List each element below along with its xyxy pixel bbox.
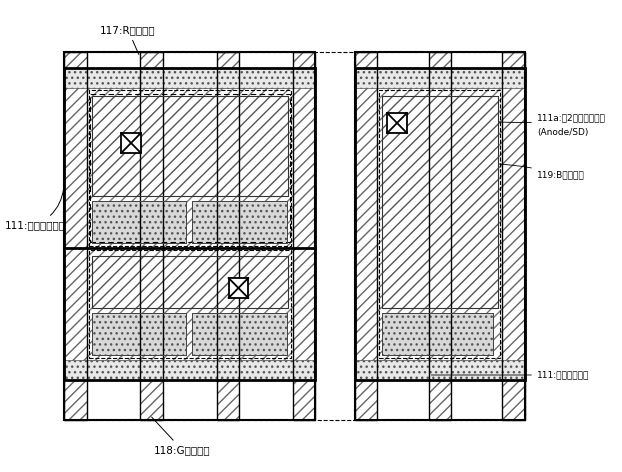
Bar [89,90,290,246]
Bar [86,248,292,360]
Bar [91,201,186,243]
Text: 111a:第2コンタクト部: 111a:第2コンタクト部 [454,113,606,123]
Bar [292,52,315,420]
Text: (Anode/SD): (Anode/SD) [537,128,588,137]
Bar [91,256,288,308]
Bar [429,52,451,420]
Bar [228,278,248,298]
Bar [383,96,498,308]
Bar [89,250,290,358]
Bar [379,90,501,358]
Bar [91,313,186,355]
Bar [64,52,525,420]
Bar [355,68,525,88]
Bar [429,52,451,420]
Bar [140,52,162,420]
Bar [64,52,86,420]
Bar [192,201,287,243]
Bar [383,96,498,308]
Bar [503,52,525,420]
Bar [64,52,86,420]
Bar [292,52,315,420]
Bar [192,201,287,243]
Bar [192,313,287,355]
Bar [64,52,315,420]
Bar [355,360,525,380]
Bar [86,88,292,248]
Bar [216,52,239,420]
Bar [91,201,186,243]
Text: 111:アノード電極: 111:アノード電極 [5,188,66,230]
Bar [355,52,378,420]
Bar [90,94,290,242]
Bar [91,96,288,196]
Bar [355,52,525,420]
Bar [121,133,141,153]
Text: 111:アノード電極: 111:アノード電極 [431,371,589,379]
Bar [383,313,493,355]
Bar [192,313,287,355]
Bar [91,256,288,308]
Text: 119:B発光領域: 119:B発光領域 [454,163,585,179]
Bar [64,68,315,88]
Bar [383,313,493,355]
Bar [355,52,378,420]
Bar [355,68,525,380]
Bar [64,360,315,380]
Bar [378,88,503,360]
Bar [91,313,186,355]
Bar [216,52,239,420]
Bar [503,52,525,420]
Bar [140,52,162,420]
Text: 117:R発光領域: 117:R発光領域 [100,25,156,54]
Bar [64,68,315,380]
Bar [91,96,288,196]
Bar [387,113,407,133]
Text: 118:G発光領域: 118:G発光領域 [152,417,211,455]
